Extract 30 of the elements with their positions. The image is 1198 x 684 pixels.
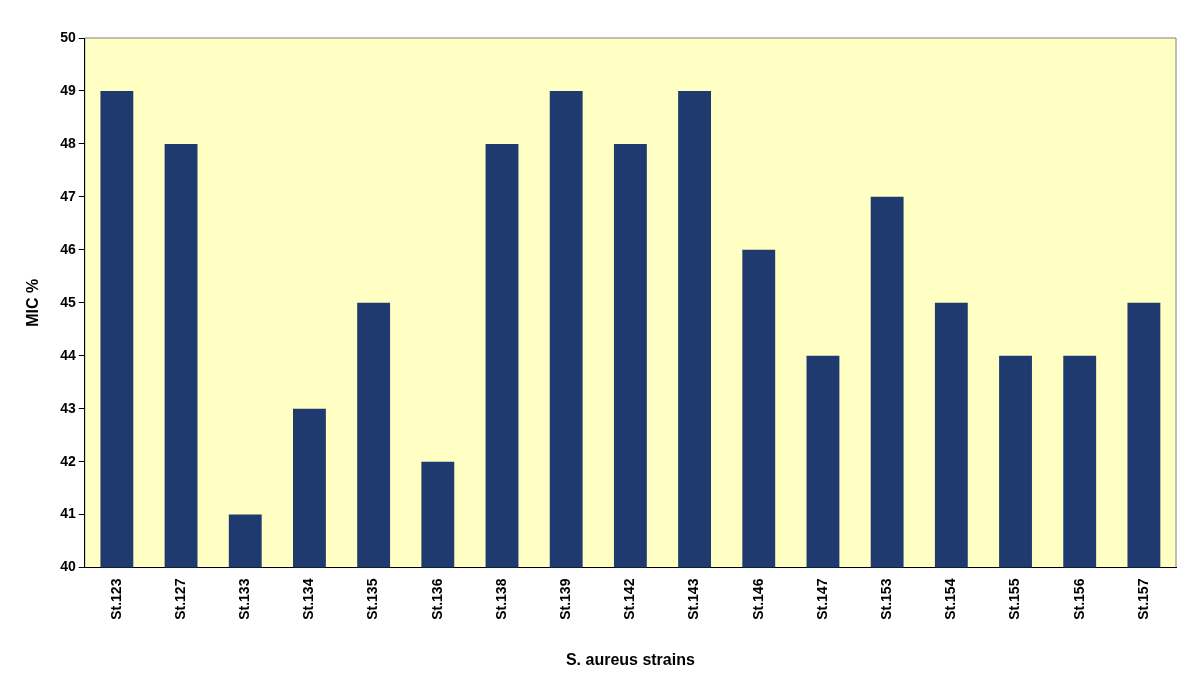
x-tick-label: St.133 (236, 578, 253, 620)
x-tick-label: St.138 (492, 578, 509, 620)
y-tick-label: 49 (60, 81, 76, 98)
y-tick-label: 48 (60, 134, 76, 151)
y-tick-label: 40 (60, 558, 76, 575)
x-tick-label: St.154 (942, 578, 959, 620)
x-tick-label: St.155 (1006, 578, 1023, 620)
x-tick-label: St.142 (621, 578, 638, 620)
y-tick-label: 45 (60, 293, 76, 310)
y-tick-label: 41 (60, 505, 76, 522)
x-tick-label: St.146 (749, 578, 766, 620)
x-tick-label: St.135 (364, 578, 381, 620)
x-tick-label: St.157 (1134, 578, 1151, 620)
x-tick-label: St.134 (300, 578, 317, 620)
x-tick-label: St.143 (685, 578, 702, 620)
y-tick-label: 44 (60, 346, 76, 363)
x-tick-label: St.147 (813, 578, 830, 620)
y-tick-label: 42 (60, 452, 76, 469)
y-tick-label: 46 (60, 240, 76, 257)
y-tick-label: 43 (60, 399, 76, 416)
x-tick-label: St.153 (878, 578, 895, 620)
x-tick-label: St.136 (428, 578, 445, 620)
y-axis-title: MIC % (24, 278, 42, 327)
x-tick-label: St.139 (557, 578, 574, 620)
x-tick-label: St.156 (1070, 578, 1087, 620)
y-tick-label: 50 (60, 28, 76, 45)
x-tick-label: St.127 (171, 578, 188, 620)
x-axis-title: S. aureus strains (565, 650, 695, 668)
x-tick-label: St.123 (107, 578, 124, 620)
y-tick-label: 47 (60, 187, 76, 204)
